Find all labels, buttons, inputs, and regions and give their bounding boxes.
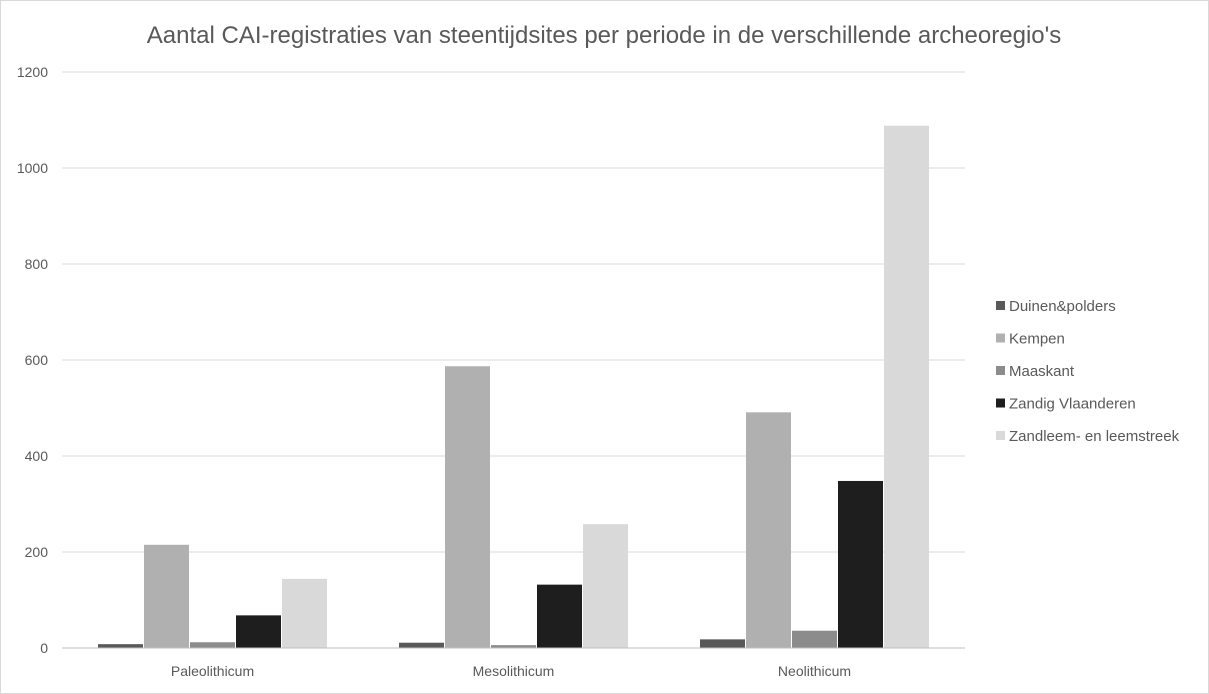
bar: [445, 366, 490, 648]
y-tick-label: 800: [25, 256, 49, 272]
bar: [583, 524, 628, 648]
bar: [399, 642, 444, 648]
legend-swatch: [996, 398, 1005, 408]
bar: [537, 584, 582, 648]
bar: [98, 644, 143, 648]
legend-swatch: [996, 301, 1005, 310]
x-tick-label: Paleolithicum: [171, 663, 254, 679]
legend-label: Duinen&polders: [1009, 298, 1116, 315]
bar: [746, 412, 791, 648]
y-tick-label: 600: [25, 352, 49, 368]
legend-swatch: [996, 333, 1005, 343]
legend-label: Zandig Vlaanderen: [1009, 396, 1136, 413]
bar: [282, 578, 327, 648]
chart-title: Aantal CAI-registraties van steentijdsit…: [147, 22, 1061, 49]
gridlines: [62, 71, 965, 553]
bar: [700, 639, 745, 648]
x-tick-label: Neolithicum: [778, 663, 851, 679]
bar: [884, 125, 929, 648]
legend: Duinen&polders Kempen Maaskant Zandig Vlaan…: [996, 298, 1180, 445]
legend-label: Maaskant: [1009, 363, 1075, 380]
bar: [792, 630, 837, 648]
legend-label: Kempen: [1009, 331, 1065, 348]
y-tick-label: 0: [40, 640, 48, 656]
bar: [236, 615, 281, 648]
y-tick-label: 1000: [17, 160, 48, 176]
bar: [190, 642, 235, 648]
x-axis-ticks: Paleolithicum Mesolithicum Neolithicum: [171, 663, 851, 679]
bar: [838, 480, 883, 648]
x-tick-label: Mesolithicum: [473, 663, 555, 679]
bar: [144, 544, 189, 648]
bars: [98, 125, 929, 648]
legend-swatch: [996, 366, 1005, 375]
bar: [491, 645, 536, 648]
y-tick-label: 1200: [17, 64, 48, 80]
y-axis-ticks: 0 200 400 600 800 1000 1200: [17, 64, 48, 656]
legend-swatch: [996, 431, 1005, 440]
legend-label: Zandleem- en leemstreek: [1009, 428, 1180, 445]
y-tick-label: 200: [25, 544, 49, 560]
y-tick-label: 400: [25, 448, 49, 464]
